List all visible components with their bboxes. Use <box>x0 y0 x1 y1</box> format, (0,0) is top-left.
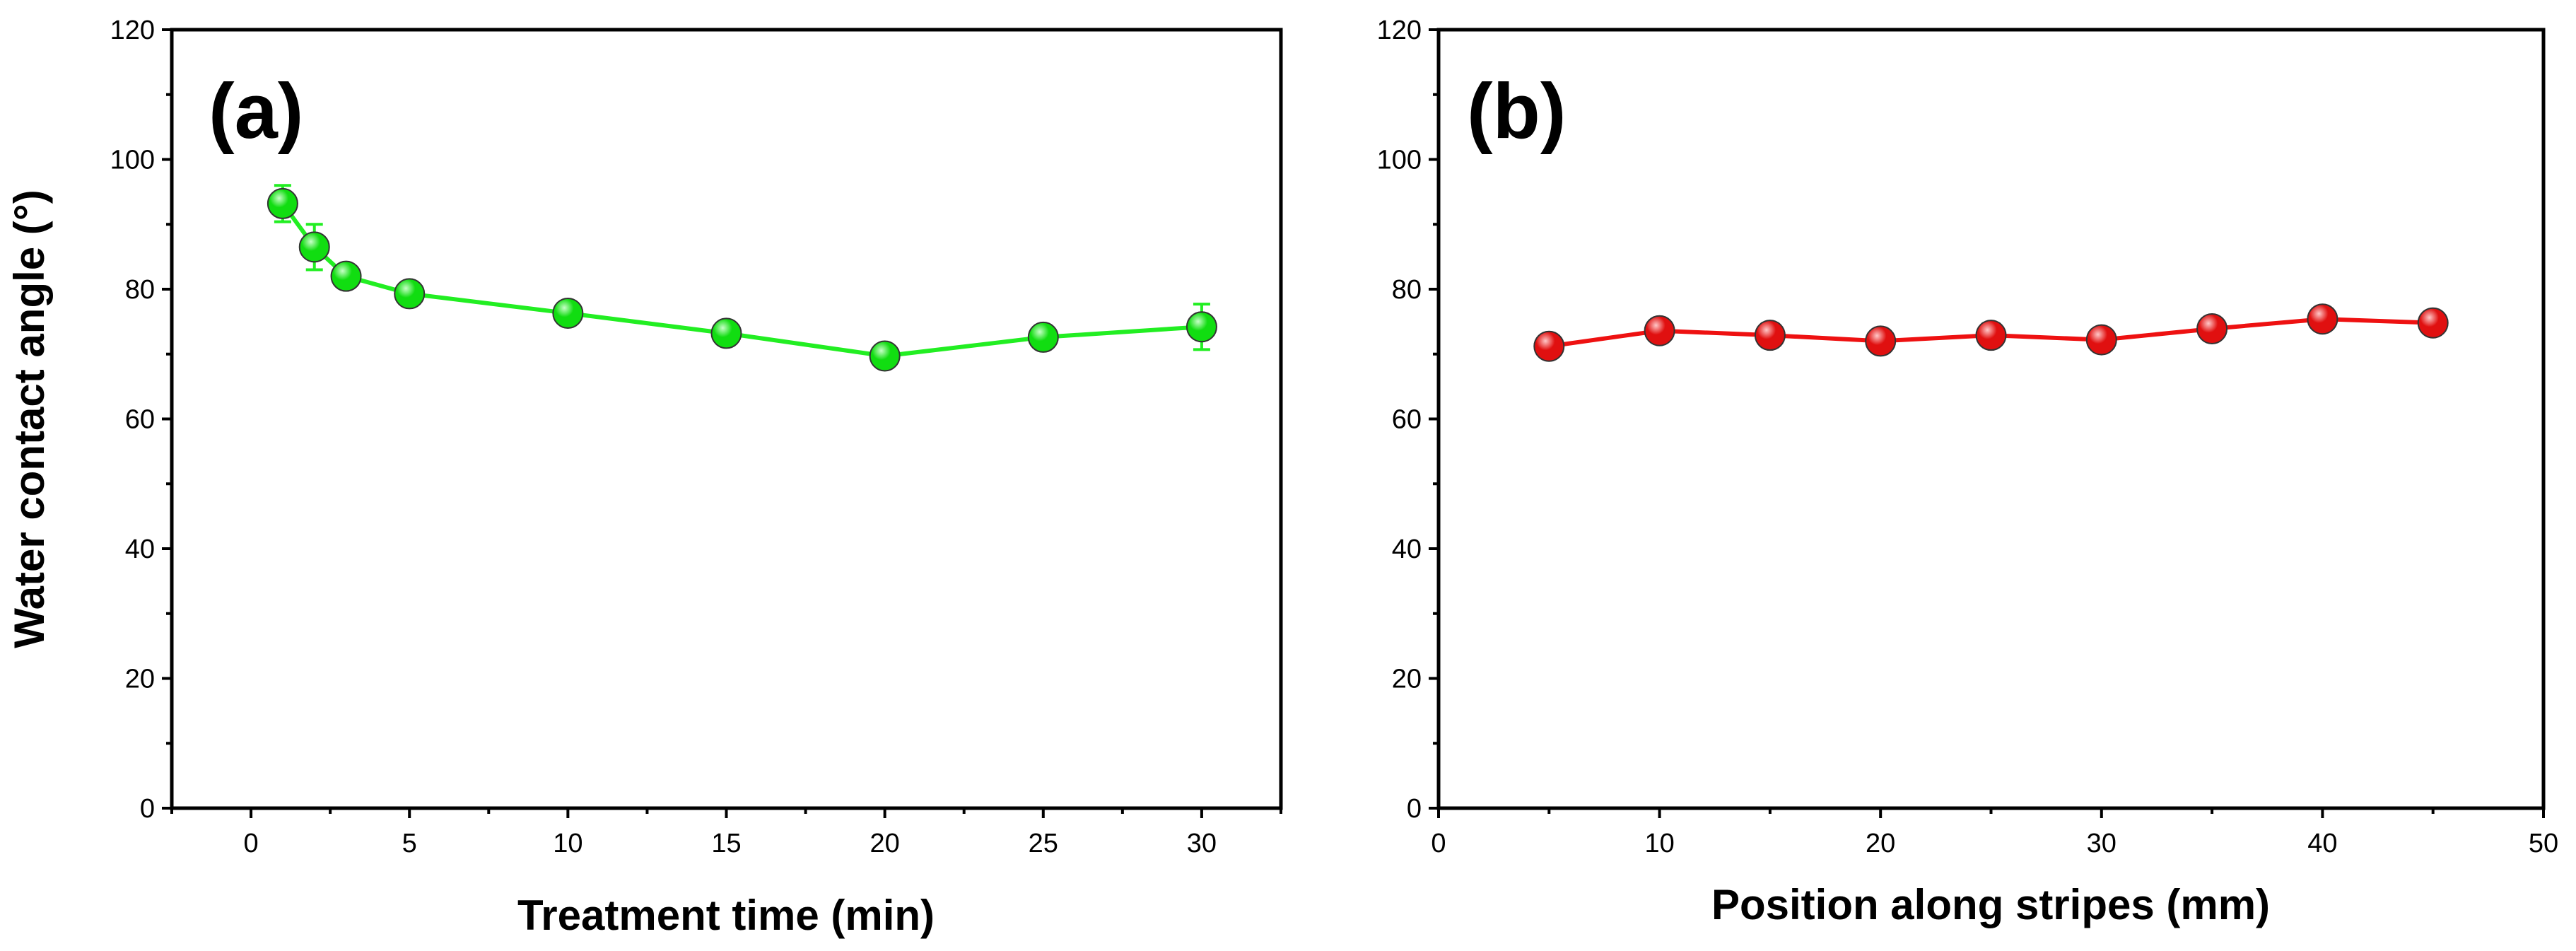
x-tick-label: 15 <box>711 829 741 858</box>
panel-label: (a) <box>209 68 303 155</box>
x-tick-label: 0 <box>1431 829 1446 858</box>
y-tick-label: 120 <box>1377 16 1422 45</box>
plot-frame <box>1436 28 2546 810</box>
y-tick-label: 80 <box>125 275 155 305</box>
series-line <box>281 202 1202 358</box>
y-tick-label: 0 <box>140 794 155 824</box>
data-point <box>394 278 426 310</box>
data-point <box>2085 324 2117 356</box>
y-tick-label: 60 <box>1392 405 1422 435</box>
x-tick-label: 40 <box>2307 829 2337 858</box>
data-point <box>1865 325 1897 357</box>
x-tick-label: 25 <box>1029 829 1058 858</box>
y-tick-label: 80 <box>1392 275 1422 305</box>
data-point <box>1185 311 1217 343</box>
data-point <box>1975 320 2007 351</box>
x-axis-title: Treatment time (min) <box>517 892 935 939</box>
x-tick-label: 20 <box>870 829 900 858</box>
data-point <box>869 340 901 372</box>
x-tick-label: 10 <box>1644 829 1674 858</box>
x-tick-label: 5 <box>402 829 417 858</box>
y-tick-label: 100 <box>1377 146 1422 175</box>
data-point <box>552 297 584 329</box>
data-point <box>1754 320 1786 351</box>
data-point <box>710 317 742 349</box>
data-point <box>330 260 362 292</box>
y-tick-label: 0 <box>1407 794 1422 824</box>
plot-frame <box>170 28 1283 810</box>
y-tick-label: 120 <box>110 16 155 45</box>
data-point <box>1644 315 1675 346</box>
y-axis-title: Water contact angle (°) <box>6 189 53 648</box>
y-tick-label: 60 <box>125 405 155 435</box>
y-tick-label: 20 <box>1392 665 1422 694</box>
data-point <box>298 231 330 263</box>
data-point <box>1533 330 1565 362</box>
chart-panel-b: 0 20 40 60 80 100 120 0 10 20 30 40 50 (b) Position al… <box>1377 16 2559 928</box>
data-point <box>2417 307 2449 339</box>
data-point <box>1027 321 1059 353</box>
data-point <box>267 187 298 219</box>
x-tick-label: 30 <box>2087 829 2117 858</box>
x-tick-label: 0 <box>244 829 259 858</box>
y-tick-label: 40 <box>1392 535 1422 564</box>
y-tick-label: 40 <box>125 535 155 564</box>
y-tick-label: 20 <box>125 665 155 694</box>
x-tick-label: 10 <box>553 829 582 858</box>
x-tick-label: 50 <box>2529 829 2558 858</box>
x-axis-title: Position along stripes (mm) <box>1711 881 2270 928</box>
data-point <box>2196 313 2228 344</box>
data-point <box>2307 303 2338 335</box>
panel-label: (b) <box>1467 68 1566 155</box>
x-tick-label: 30 <box>1187 829 1217 858</box>
x-tick-label: 20 <box>1866 829 1895 858</box>
chart-panel-a: 0 20 40 60 80 100 120 0 5 10 15 20 25 30 (a) Treatment … <box>6 16 1283 939</box>
y-tick-label: 100 <box>110 146 155 175</box>
